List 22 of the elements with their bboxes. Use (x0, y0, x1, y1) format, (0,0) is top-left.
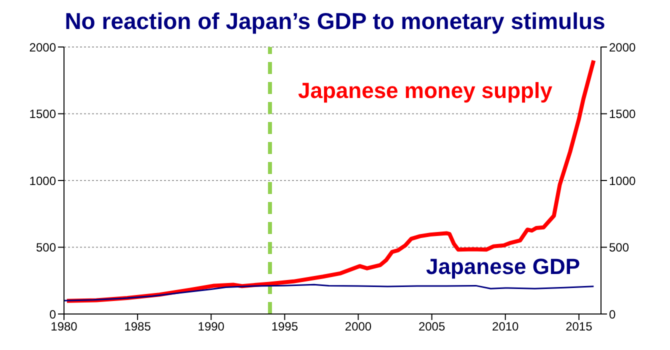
x-tick-label: 2005 (418, 320, 446, 334)
y2-tick-label: 0 (609, 307, 616, 322)
y-tick-label: 0 (49, 307, 56, 322)
chart-title: No reaction of Japan’s GDP to monetary stimulus (64, 8, 606, 36)
y-tick-label: 1500 (29, 107, 56, 122)
y2-tick-label: 1500 (609, 107, 636, 122)
y2-tick-label: 2000 (609, 40, 636, 54)
series-label: Japanese money supply (298, 78, 552, 104)
x-tick-label: 1995 (271, 320, 298, 334)
x-tick-label: 2000 (344, 320, 372, 334)
y-tick-label: 500 (36, 240, 56, 255)
series-label: Japanese GDP (426, 254, 580, 280)
x-tick-label: 2015 (566, 320, 593, 334)
y-tick-label: 2000 (29, 40, 56, 54)
x-tick-label: 2010 (492, 320, 520, 334)
y2-tick-label: 500 (609, 240, 630, 255)
x-tick-label: 1985 (124, 320, 152, 334)
y-tick-label: 1000 (29, 174, 56, 188)
y2-tick-label: 1000 (609, 174, 636, 188)
x-tick-label: 1980 (50, 320, 78, 334)
line-series (64, 284, 594, 302)
x-tick-label: 1990 (198, 320, 225, 334)
